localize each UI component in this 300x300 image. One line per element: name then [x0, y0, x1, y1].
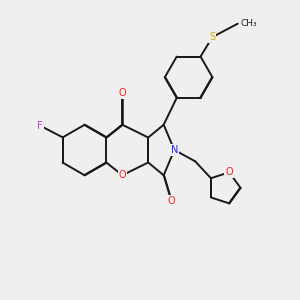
Text: CH₃: CH₃: [241, 19, 257, 28]
Text: O: O: [225, 167, 233, 177]
Text: O: O: [118, 170, 126, 180]
Text: F: F: [37, 121, 43, 130]
Text: O: O: [168, 196, 175, 206]
Text: O: O: [118, 88, 126, 98]
Text: S: S: [209, 32, 215, 42]
Text: N: N: [171, 145, 178, 155]
